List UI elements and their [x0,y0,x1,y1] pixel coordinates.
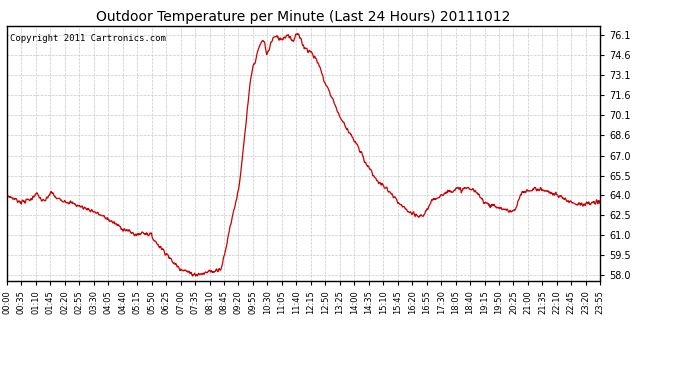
Text: Copyright 2011 Cartronics.com: Copyright 2011 Cartronics.com [10,34,166,43]
Title: Outdoor Temperature per Minute (Last 24 Hours) 20111012: Outdoor Temperature per Minute (Last 24 … [97,10,511,24]
